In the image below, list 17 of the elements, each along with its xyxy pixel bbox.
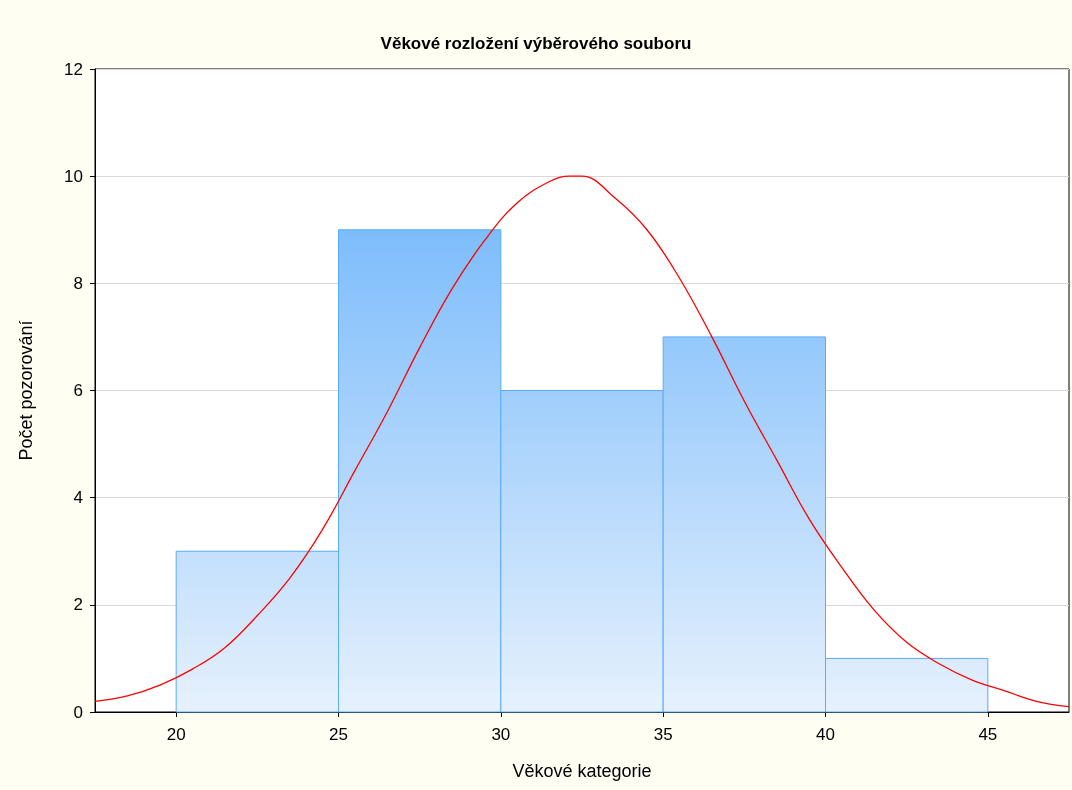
x-tick-label: 30 bbox=[491, 725, 511, 744]
x-tick-label: 45 bbox=[978, 725, 998, 744]
y-tick-label: 6 bbox=[73, 381, 83, 400]
line-series bbox=[94, 175, 1070, 708]
y-tick-label: 4 bbox=[73, 488, 83, 508]
y-tick-label: 0 bbox=[73, 702, 83, 722]
chart-title: Věkové rozložení výběrového souboru bbox=[380, 34, 692, 53]
x-axis-title: Věkové kategorie bbox=[512, 761, 652, 781]
x-tick-label: 25 bbox=[329, 725, 348, 744]
y-tick-label: 12 bbox=[64, 59, 83, 79]
x-tick-label: 35 bbox=[653, 725, 673, 744]
y-tick-label: 2 bbox=[73, 595, 83, 615]
x-tick-label: 40 bbox=[816, 725, 835, 744]
y-tick-label: 10 bbox=[64, 166, 83, 186]
y-tick-label: 8 bbox=[73, 273, 83, 293]
y-axis-title: Počet pozorování bbox=[16, 320, 36, 461]
x-tick-label: 20 bbox=[166, 725, 186, 744]
